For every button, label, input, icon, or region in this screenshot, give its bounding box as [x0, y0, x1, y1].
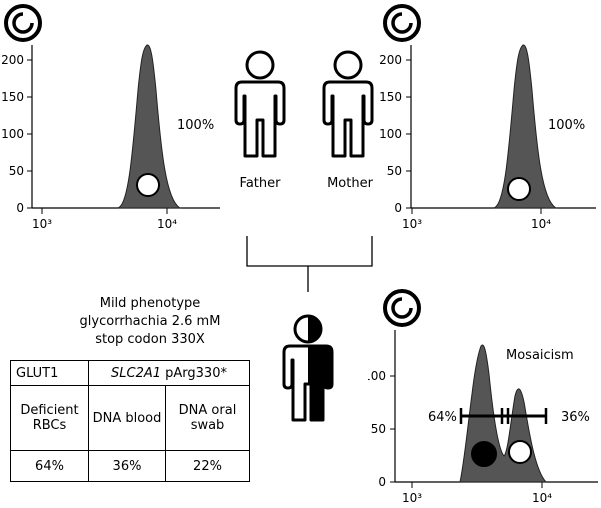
table-row: 64% 36% 22% — [10, 450, 250, 482]
ring-icon — [4, 4, 42, 42]
y-tick-label: 200 — [379, 53, 402, 67]
gate-right-percent: 36% — [561, 410, 590, 425]
table-cell: DNA oral swab — [165, 385, 250, 451]
mother-label: Mother — [327, 176, 373, 191]
phenotype-line-1: Mild phenotype — [99, 296, 201, 311]
y-tick-label: 200 — [1, 53, 24, 67]
table-cell: 22% — [165, 450, 250, 482]
y-tick-label: 100 — [1, 127, 24, 141]
y-tick-label: 50 — [9, 164, 24, 178]
table-row: GLUT1 SLC2A1 pArg330* — [10, 360, 250, 386]
x-tick-label: 10³ — [402, 217, 422, 231]
deficient-cell-marker — [471, 441, 497, 467]
child-histogram: 100 50 0 10³ 10⁴ — [368, 289, 598, 505]
mosaicism-label: Mosaicism — [506, 348, 574, 363]
father-histogram: 200 150 100 50 0 10³ 10⁴ — [1, 4, 220, 231]
histogram-peak — [117, 44, 182, 209]
table-row: Deficient RBCs DNA blood DNA oral swab — [10, 385, 250, 451]
histogram-peak — [493, 44, 558, 209]
table-cell: 64% — [10, 450, 89, 482]
mother-histogram: 200 150 100 50 0 10³ 10⁴ — [379, 4, 596, 231]
gate-left-percent: 64% — [428, 410, 457, 425]
table-cell: GLUT1 — [10, 360, 89, 386]
table-cell: SLC2A1 pArg330* — [88, 360, 250, 386]
x-tick-label: 10⁴ — [531, 217, 551, 231]
table-cell: Deficient RBCs — [10, 385, 89, 451]
phenotype-line-3: stop codon 330X — [95, 332, 205, 347]
x-tick-label: 10⁴ — [532, 491, 552, 505]
ring-icon — [383, 4, 421, 42]
normal-cell-marker — [136, 173, 160, 197]
table-cell: 36% — [88, 450, 166, 482]
y-ticks: 200 150 100 50 0 — [1, 53, 32, 215]
normal-cell-marker — [507, 177, 531, 201]
ring-icon — [383, 289, 421, 327]
y-tick-label: 150 — [1, 90, 24, 104]
x-tick-label: 10⁴ — [157, 217, 177, 231]
phenotype-line-2: glycorrhachia 2.6 mM — [79, 314, 221, 329]
variant-name: pArg330* — [161, 365, 227, 381]
results-table: GLUT1 SLC2A1 pArg330* Deficient RBCs DNA… — [10, 360, 250, 482]
father-percent: 100% — [177, 118, 215, 133]
y-tick-label: 100 — [368, 369, 386, 383]
y-ticks: 100 50 0 — [368, 369, 395, 489]
y-tick-label: 0 — [378, 475, 386, 489]
x-ticks: 10³ 10⁴ — [32, 208, 177, 231]
father-label: Father — [239, 176, 281, 191]
mother-figure-icon — [322, 50, 374, 158]
x-tick-label: 10³ — [402, 491, 422, 505]
y-tick-label: 150 — [379, 90, 402, 104]
mother-percent: 100% — [548, 118, 586, 133]
y-tick-label: 0 — [394, 201, 402, 215]
y-ticks: 200 150 100 50 0 — [379, 53, 411, 215]
x-ticks: 10³ 10⁴ — [402, 482, 552, 505]
x-ticks: 10³ 10⁴ — [402, 208, 551, 231]
pedigree-connector — [246, 236, 373, 292]
table-cell: DNA blood — [88, 385, 166, 451]
gene-name: SLC2A1 — [111, 365, 162, 381]
y-tick-label: 100 — [379, 127, 402, 141]
x-tick-label: 10³ — [32, 217, 52, 231]
gate-bar — [459, 408, 548, 424]
child-figure-icon — [282, 314, 334, 422]
y-tick-label: 50 — [387, 164, 402, 178]
normal-cell-marker — [508, 440, 532, 464]
father-figure-icon — [234, 50, 286, 158]
y-tick-label: 0 — [16, 201, 24, 215]
y-tick-label: 50 — [371, 422, 386, 436]
